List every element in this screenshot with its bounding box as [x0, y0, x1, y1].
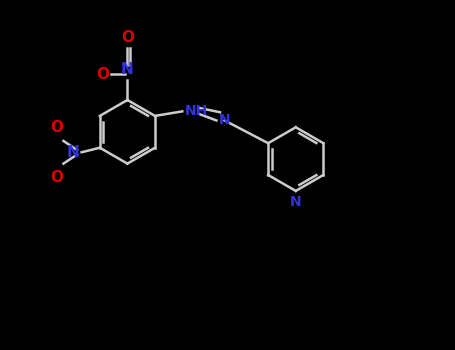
Text: O: O — [50, 169, 63, 184]
Text: N: N — [290, 195, 302, 209]
Text: O: O — [121, 30, 134, 46]
Text: O: O — [50, 120, 63, 135]
Text: NH: NH — [185, 104, 208, 118]
Text: N: N — [66, 145, 79, 160]
Text: O: O — [96, 66, 109, 82]
Text: N: N — [121, 62, 134, 77]
Text: N: N — [219, 113, 230, 127]
